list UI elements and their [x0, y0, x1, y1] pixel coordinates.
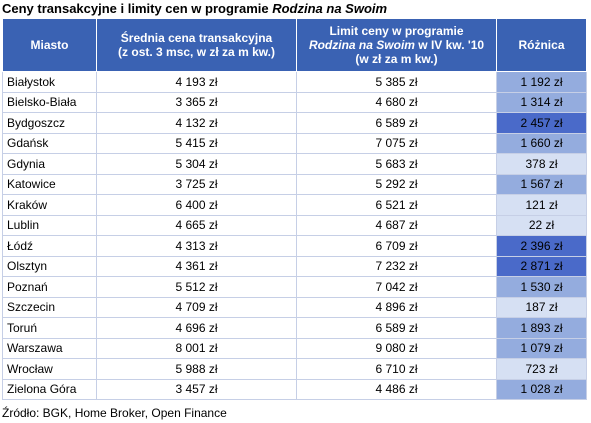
price-table: Miasto Średnia cena transakcyjna (z ost.… — [2, 18, 587, 400]
price-limit-cell: 4 486 zł — [296, 378, 497, 400]
table-row: Bielsko-Biała 3 365 zł 4 680 zł 1 314 zł — [2, 91, 587, 113]
header-limit-line3: (w zł za m kw.) — [355, 52, 438, 66]
difference-cell: 2 457 zł — [496, 112, 587, 134]
city-cell: Gdynia — [2, 153, 97, 175]
price-limit-cell: 5 385 zł — [296, 71, 497, 93]
price-limit-cell: 6 709 zł — [296, 235, 497, 257]
average-price-cell: 4 696 zł — [96, 317, 297, 339]
difference-cell: 121 zł — [496, 194, 587, 216]
average-price-cell: 4 361 zł — [96, 255, 297, 277]
difference-cell: 723 zł — [496, 358, 587, 380]
average-price-cell: 4 313 zł — [96, 235, 297, 257]
average-price-cell: 4 193 zł — [96, 71, 297, 93]
price-limit-cell: 6 589 zł — [296, 317, 497, 339]
difference-cell: 22 zł — [496, 214, 587, 236]
table-row: Lublin 4 665 zł 4 687 zł 22 zł — [2, 214, 587, 236]
city-cell: Białystok — [2, 71, 97, 93]
city-cell: Kraków — [2, 194, 97, 216]
table-row: Katowice 3 725 zł 5 292 zł 1 567 zł — [2, 173, 587, 195]
average-price-cell: 4 132 zł — [96, 112, 297, 134]
average-price-cell: 6 400 zł — [96, 194, 297, 216]
price-limit-cell: 4 687 zł — [296, 214, 497, 236]
average-price-cell: 3 457 zł — [96, 378, 297, 400]
city-cell: Łódź — [2, 235, 97, 257]
table-row: Szczecin 4 709 zł 4 896 zł 187 zł — [2, 296, 587, 318]
difference-cell: 378 zł — [496, 153, 587, 175]
header-difference: Różnica — [496, 18, 587, 72]
average-price-cell: 5 415 zł — [96, 132, 297, 154]
city-cell: Poznań — [2, 276, 97, 298]
title-main: Ceny transakcyjne i limity cen w program… — [2, 1, 273, 16]
city-cell: Zielona Góra — [2, 378, 97, 400]
city-cell: Toruń — [2, 317, 97, 339]
average-price-cell: 5 988 zł — [96, 358, 297, 380]
table-row: Gdynia 5 304 zł 5 683 zł 378 zł — [2, 153, 587, 175]
table-row: Toruń 4 696 zł 6 589 zł 1 893 zł — [2, 317, 587, 339]
table-title: Ceny transakcyjne i limity cen w program… — [2, 1, 387, 16]
difference-cell: 1 314 zł — [496, 91, 587, 113]
table-row: Białystok 4 193 zł 5 385 zł 1 192 zł — [2, 71, 587, 93]
price-limit-cell: 7 232 zł — [296, 255, 497, 277]
difference-cell: 2 396 zł — [496, 235, 587, 257]
header-average-line1: Średnia cena transakcyjna — [120, 31, 273, 45]
average-price-cell: 4 665 zł — [96, 214, 297, 236]
city-cell: Lublin — [2, 214, 97, 236]
average-price-cell: 4 709 zł — [96, 296, 297, 318]
difference-cell: 1 893 zł — [496, 317, 587, 339]
header-limit-line1: Limit ceny w programie — [329, 24, 464, 38]
header-price-limit: Limit ceny w programie Rodzina na Swoim … — [296, 18, 497, 72]
average-price-cell: 5 512 zł — [96, 276, 297, 298]
average-price-cell: 3 365 zł — [96, 91, 297, 113]
city-cell: Bielsko-Biała — [2, 91, 97, 113]
source-note: Źródło: BGK, Home Broker, Open Finance — [2, 406, 227, 420]
city-cell: Bydgoszcz — [2, 112, 97, 134]
title-program-name: Rodzina na Swoim — [272, 1, 388, 16]
price-limit-cell: 5 292 zł — [296, 173, 497, 195]
average-price-cell: 3 725 zł — [96, 173, 297, 195]
table-row: Poznań 5 512 zł 7 042 zł 1 530 zł — [2, 276, 587, 298]
price-limit-cell: 5 683 zł — [296, 153, 497, 175]
difference-cell: 2 871 zł — [496, 255, 587, 277]
table-row: Gdańsk 5 415 zł 7 075 zł 1 660 zł — [2, 132, 587, 154]
price-limit-cell: 7 042 zł — [296, 276, 497, 298]
header-city: Miasto — [2, 18, 97, 72]
header-limit-program: Rodzina na Swoim — [308, 38, 415, 52]
difference-cell: 1 192 zł — [496, 71, 587, 93]
average-price-cell: 8 001 zł — [96, 337, 297, 359]
difference-cell: 1 079 zł — [496, 337, 587, 359]
header-average-price: Średnia cena transakcyjna (z ost. 3 msc,… — [96, 18, 297, 72]
difference-cell: 187 zł — [496, 296, 587, 318]
difference-cell: 1 530 zł — [496, 276, 587, 298]
price-limit-cell: 6 521 zł — [296, 194, 497, 216]
price-limit-cell: 9 080 zł — [296, 337, 497, 359]
price-limit-cell: 6 710 zł — [296, 358, 497, 380]
price-limit-cell: 4 680 zł — [296, 91, 497, 113]
city-cell: Katowice — [2, 173, 97, 195]
difference-cell: 1 660 zł — [496, 132, 587, 154]
city-cell: Olsztyn — [2, 255, 97, 277]
header-row: Miasto Średnia cena transakcyjna (z ost.… — [2, 18, 587, 72]
table-row: Bydgoszcz 4 132 zł 6 589 zł 2 457 zł — [2, 112, 587, 134]
city-cell: Gdańsk — [2, 132, 97, 154]
price-limit-cell: 6 589 zł — [296, 112, 497, 134]
price-limit-cell: 4 896 zł — [296, 296, 497, 318]
table-row: Wrocław 5 988 zł 6 710 zł 723 zł — [2, 358, 587, 380]
table-row: Olsztyn 4 361 zł 7 232 zł 2 871 zł — [2, 255, 587, 277]
header-average-line2: (z ost. 3 msc, w zł za m kw.) — [118, 45, 275, 59]
table-row: Kraków 6 400 zł 6 521 zł 121 zł — [2, 194, 587, 216]
difference-cell: 1 028 zł — [496, 378, 587, 400]
table-row: Zielona Góra 3 457 zł 4 486 zł 1 028 zł — [2, 378, 587, 400]
average-price-cell: 5 304 zł — [96, 153, 297, 175]
city-cell: Wrocław — [2, 358, 97, 380]
price-limit-cell: 7 075 zł — [296, 132, 497, 154]
table-row: Warszawa 8 001 zł 9 080 zł 1 079 zł — [2, 337, 587, 359]
table-row: Łódź 4 313 zł 6 709 zł 2 396 zł — [2, 235, 587, 257]
header-limit-period: w IV kw. '10 — [414, 38, 485, 52]
city-cell: Warszawa — [2, 337, 97, 359]
city-cell: Szczecin — [2, 296, 97, 318]
difference-cell: 1 567 zł — [496, 173, 587, 195]
